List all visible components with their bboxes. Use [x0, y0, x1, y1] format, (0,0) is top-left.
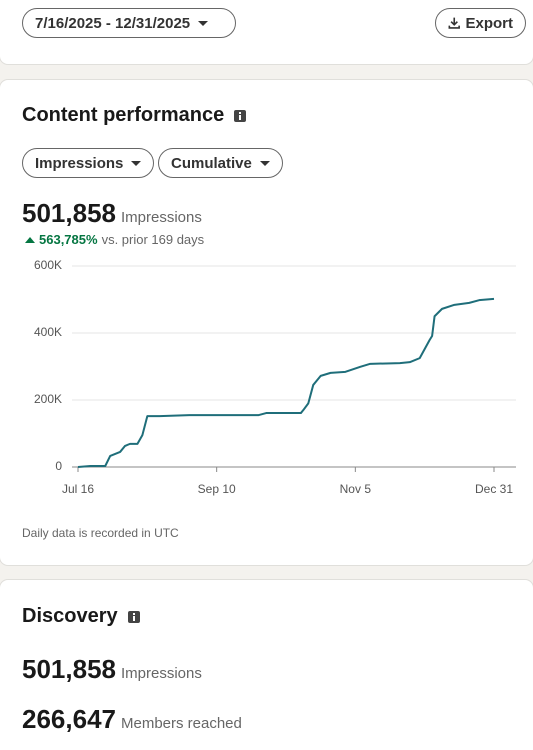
metric-value: 266,647: [22, 704, 116, 734]
change-row: 563,785% vs. prior 169 days: [25, 232, 204, 247]
metric: 266,647 Members reached: [22, 704, 242, 735]
metric: 501,858 Impressions: [22, 654, 202, 685]
discovery-card: Discovery 501,858 Impressions 266,647 Memb…: [0, 580, 533, 750]
footnote: Daily data is recorded in UTC: [22, 526, 179, 540]
title-text: Discovery: [22, 605, 118, 627]
download-icon: [448, 17, 460, 29]
up-arrow: [25, 236, 35, 243]
title-text: Content performance: [22, 104, 225, 126]
change-value: 563,785%: [39, 232, 98, 247]
export-label: Export: [465, 14, 513, 32]
mode-dropdown[interactable]: Cumulative: [158, 148, 283, 178]
info-icon[interactable]: [127, 610, 140, 623]
date-range-dropdown[interactable]: 7/16/2025 - 12/31/2025: [22, 8, 236, 38]
info-icon[interactable]: [234, 109, 247, 122]
total-value: 501,858: [22, 198, 116, 228]
metric-value: 501,858: [22, 654, 116, 684]
date-range: 7/16/2025 - 12/31/2025: [35, 14, 191, 32]
header-card: 7/16/2025 - 12/31/2025 Export: [0, 0, 533, 64]
metric-label: Members reached: [120, 715, 242, 732]
metric-label: Impressions: [120, 665, 202, 682]
metric-dropdown[interactable]: Impressions: [22, 148, 155, 178]
metric-label: Impressions: [35, 154, 124, 172]
section-title: Content performance: [22, 104, 247, 127]
content-performance-card: Content performance Impressions Cumulati…: [0, 80, 533, 565]
mode-label: Cumulative: [171, 154, 252, 172]
total-stat: 501,858 Impressions: [22, 198, 202, 229]
total-label: Impressions: [120, 209, 202, 226]
section-title: Discovery: [22, 605, 140, 628]
export-button[interactable]: Export: [435, 8, 526, 38]
change-text: vs. prior 169 days: [101, 232, 205, 247]
